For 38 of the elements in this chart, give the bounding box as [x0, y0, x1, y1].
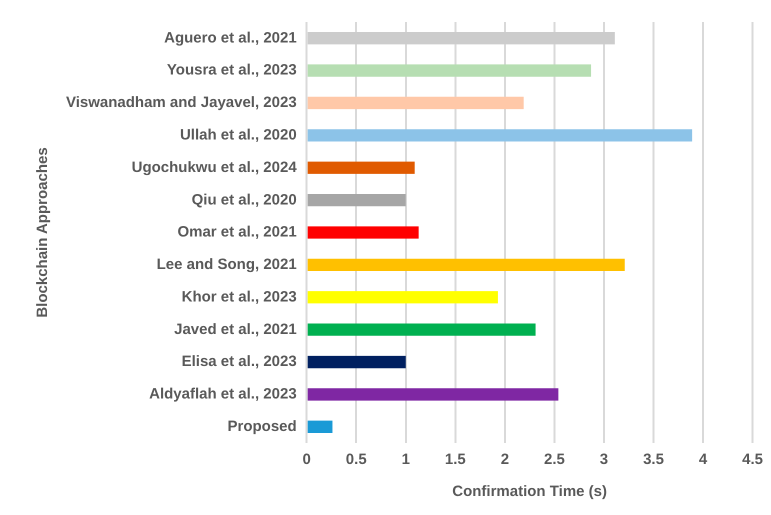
- x-tick-label: 1.5: [444, 451, 466, 468]
- bar: [308, 226, 419, 239]
- bar: [308, 129, 692, 142]
- x-tick-label: 4.5: [742, 451, 764, 468]
- x-tick-label: 3: [600, 451, 608, 468]
- y-tick-label: Omar et al., 2021: [177, 224, 297, 241]
- y-tick-label: Ullah et al., 2020: [180, 126, 297, 144]
- x-tick-label: 2.5: [544, 451, 565, 468]
- bar: [308, 258, 625, 272]
- x-tick-label: 1: [402, 451, 410, 468]
- bar: [308, 162, 415, 174]
- y-tick-label: Viswanadham and Jayavel, 2023: [66, 94, 297, 112]
- x-tick-label: 2: [500, 451, 510, 468]
- y-tick-label: Khor et al., 2023: [182, 288, 297, 306]
- x-axis-title: Confirmation Time (s): [452, 483, 607, 500]
- bar: [308, 194, 406, 206]
- x-tick-label: 4: [698, 451, 708, 468]
- y-tick-label: Elisa et al., 2023: [182, 353, 297, 370]
- y-tick-label: Ugochukwu et al., 2024: [132, 158, 298, 176]
- y-tick-label: Qiu et al., 2020: [192, 191, 297, 208]
- bar: [308, 324, 536, 336]
- y-tick-label: Aldyaflah et al., 2023: [149, 386, 297, 403]
- y-tick-label: Proposed: [228, 418, 297, 435]
- bar: [308, 96, 524, 110]
- y-axis-title: Blockchain Approaches: [34, 147, 52, 318]
- bar: [308, 420, 332, 433]
- x-tick-label: 0: [302, 451, 311, 468]
- x-tick-label: 3.5: [643, 451, 664, 468]
- x-tick-label: 0.5: [346, 451, 367, 468]
- bar: [308, 388, 558, 401]
- bar: [308, 356, 406, 368]
- y-tick-label: Aguero et al., 2021: [164, 29, 297, 46]
- bar: [308, 32, 615, 44]
- y-tick-label: Javed et al., 2021: [174, 320, 297, 338]
- y-tick-label: Yousra et al., 2023: [166, 62, 297, 79]
- bar: [308, 291, 498, 304]
- bar: [308, 64, 592, 77]
- y-tick-label: Lee and Song, 2021: [156, 256, 297, 274]
